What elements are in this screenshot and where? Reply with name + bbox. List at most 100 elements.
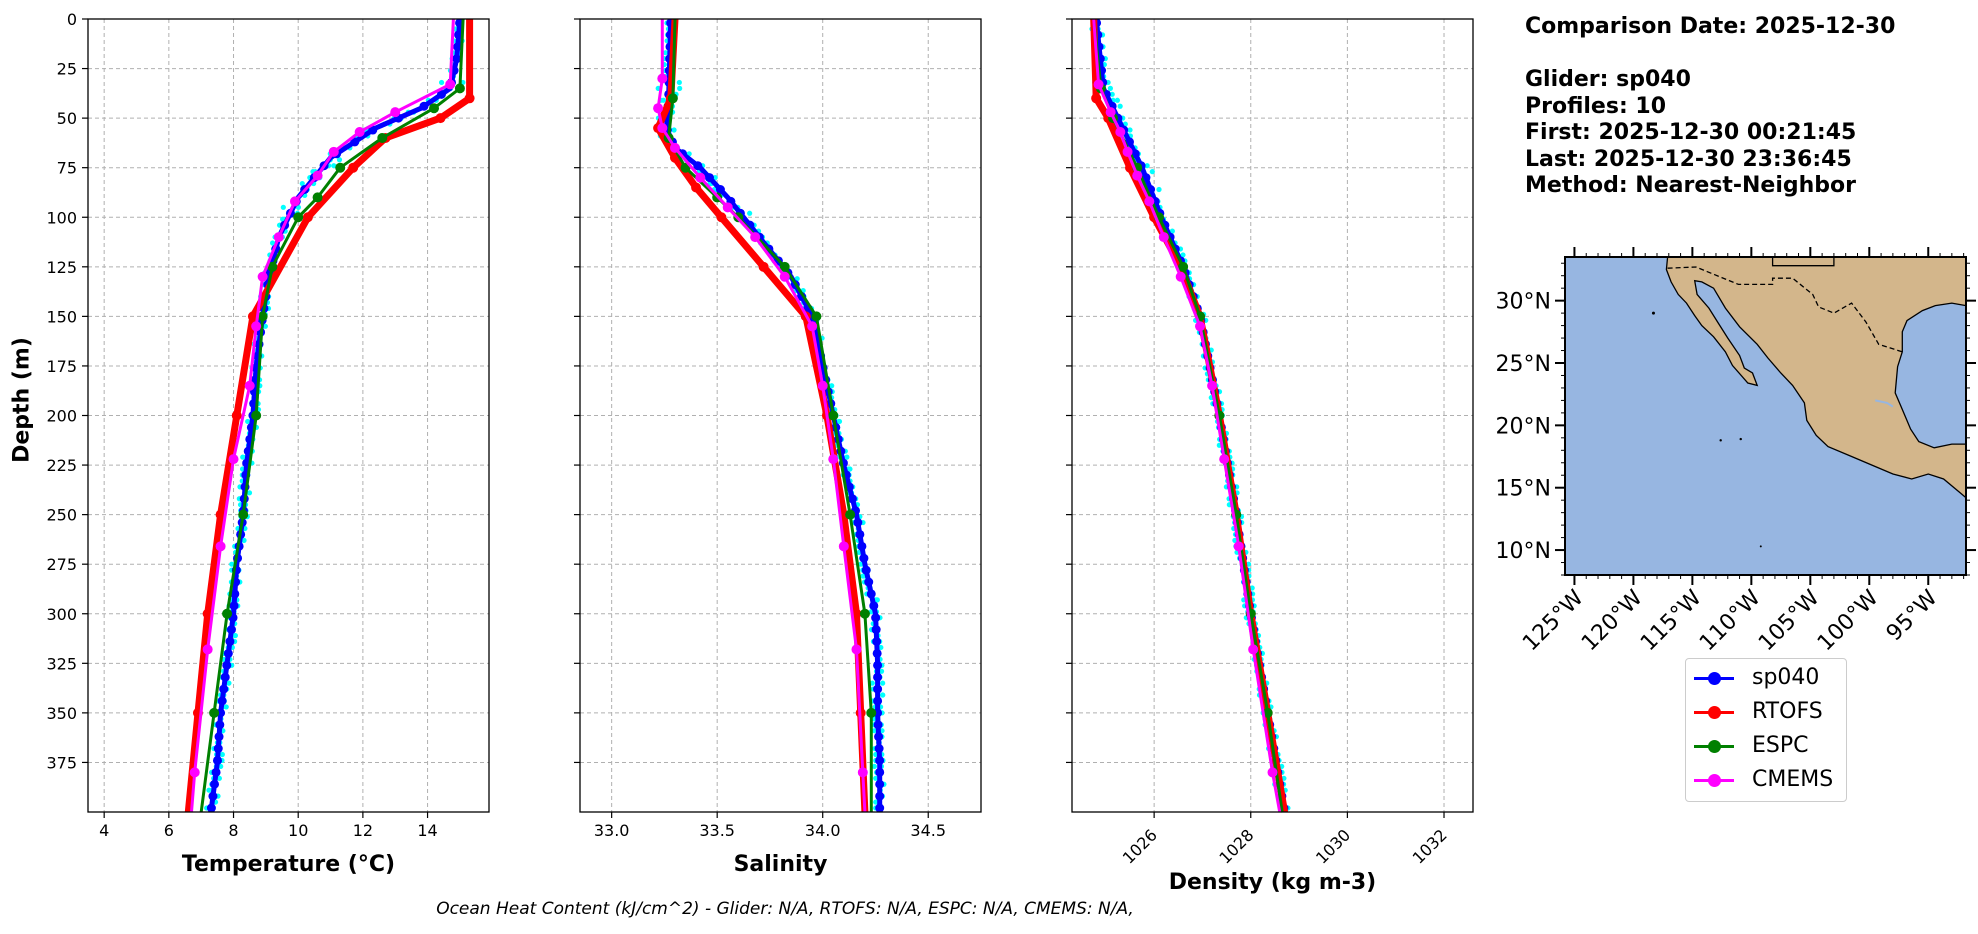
- series-marker-sp040: [215, 720, 225, 730]
- map-lon-label: 105°W: [1754, 585, 1825, 656]
- glider-point: [662, 50, 669, 56]
- series-marker-cmems: [1093, 79, 1104, 90]
- y-tick-label: 75: [57, 159, 77, 178]
- land-area: [1665, 256, 1967, 500]
- series-marker-cmems: [828, 454, 839, 465]
- series-marker-rtofs: [247, 311, 258, 322]
- series-marker-sp040: [873, 672, 883, 682]
- panel-salinity: 33.0 33.5 34.0 34.5 Salinity: [574, 18, 982, 877]
- y-tick-label: 200: [46, 407, 77, 426]
- series-marker-sp040: [715, 184, 725, 194]
- series-marker-espc: [257, 311, 268, 322]
- legend-dot-rtofs: [1708, 706, 1721, 719]
- y-tick-label: 50: [57, 109, 77, 128]
- series-marker-sp040: [214, 732, 224, 742]
- series-marker-cmems: [1175, 271, 1186, 282]
- map-lon-label: 115°W: [1636, 585, 1707, 656]
- series-marker-sp040: [220, 672, 230, 682]
- series-marker-sp040: [223, 648, 233, 658]
- series-marker-espc: [267, 261, 278, 272]
- series-marker-espc: [859, 608, 870, 619]
- axes-frame: [1071, 18, 1474, 813]
- last-time: Last: 2025-12-30 23:36:45: [1525, 146, 1852, 172]
- series-marker-cmems: [228, 454, 239, 465]
- map-lon-label: 125°W: [1518, 585, 1589, 656]
- glider-point: [847, 466, 853, 472]
- series-marker-cmems: [851, 644, 862, 655]
- legend: sp040 RTOFS ESPC CMEMS: [1685, 658, 1847, 802]
- x-axis-label: Salinity: [734, 852, 828, 877]
- state-border: [1771, 257, 1835, 267]
- series-marker-sp040: [225, 637, 235, 647]
- series-marker-espc: [312, 192, 323, 203]
- series-marker-sp040: [873, 696, 883, 706]
- series-marker-rtofs: [1091, 93, 1102, 104]
- series-marker-sp040: [871, 613, 881, 623]
- series-marker-cmems: [445, 79, 456, 90]
- map-lon-label: 100°W: [1813, 585, 1884, 656]
- glider-point: [747, 210, 753, 216]
- x-tick-label: 14: [417, 821, 437, 840]
- legend-dot-cmems: [1708, 774, 1721, 787]
- series-marker-espc: [238, 509, 249, 520]
- y-tick-label: 150: [46, 307, 77, 326]
- series-marker-sp040: [874, 744, 884, 754]
- glider-point: [880, 692, 886, 698]
- glider-point: [677, 85, 683, 91]
- x-tick-label: 10: [288, 821, 308, 840]
- x-tick-label: 8: [228, 821, 238, 840]
- info-panel: Comparison Date: 2025-12-30 Glider: sp04…: [1525, 14, 1895, 200]
- panel-density: 1026 1028 1030 1032 Density (kg m-3): [1066, 18, 1474, 895]
- x-tick-label: 1032: [1409, 825, 1451, 867]
- series-marker-sp040: [211, 767, 221, 777]
- glider-point: [219, 751, 225, 758]
- series-marker-espc: [377, 132, 388, 143]
- y-tick-label: 375: [46, 753, 77, 772]
- x-tick-label: 34.5: [910, 821, 946, 840]
- series-marker-cmems: [215, 541, 226, 552]
- x-tick-label: 1030: [1312, 825, 1354, 867]
- series-marker-cmems: [328, 146, 339, 157]
- glider-point: [270, 240, 276, 246]
- series-marker-espc: [667, 93, 678, 104]
- series-marker-cmems: [1219, 454, 1230, 465]
- glider-point: [794, 276, 800, 282]
- x-axis-label: Density (kg m-3): [1169, 870, 1377, 895]
- glider-point: [871, 763, 878, 770]
- island: [1759, 545, 1762, 548]
- y-tick-label: 0: [67, 10, 77, 29]
- series-marker-sp040: [847, 494, 857, 504]
- series-marker-sp040: [212, 755, 222, 765]
- series-marker-sp040: [855, 529, 865, 539]
- glider-point: [676, 79, 682, 86]
- series-marker-rtofs: [758, 261, 769, 272]
- series-marker-sp040: [453, 42, 463, 52]
- series-marker-espc: [222, 608, 233, 619]
- series-marker-cmems: [390, 107, 401, 118]
- legend-label: CMEMS: [1752, 767, 1834, 792]
- glider-point: [869, 680, 875, 686]
- glider-point: [671, 127, 677, 133]
- x-tick-label: 4: [99, 821, 109, 840]
- series-marker-cmems: [1115, 127, 1126, 138]
- series-marker-cmems: [695, 172, 706, 183]
- series-marker-rtofs: [202, 608, 213, 619]
- glider-point: [223, 704, 229, 710]
- ocean-heat-content-caption: Ocean Heat Content (kJ/cm^2) - Glider: N…: [436, 899, 1134, 919]
- series-marker-sp040: [859, 553, 869, 563]
- series-marker-espc: [828, 410, 839, 421]
- series-marker-espc: [845, 509, 856, 520]
- series-marker-sp040: [875, 767, 885, 777]
- series-marker-rtofs: [435, 113, 446, 124]
- legend-item-cmems: CMEMS: [1686, 765, 1846, 795]
- series-marker-cmems: [657, 73, 668, 84]
- glider-point: [245, 418, 251, 425]
- series-marker-cmems: [312, 170, 323, 181]
- series-marker-sp040: [873, 660, 883, 670]
- series-marker-sp040: [350, 137, 360, 147]
- map-lat-label: 15°N: [1496, 477, 1551, 502]
- series-marker-sp040: [875, 755, 885, 765]
- legend-item-sp040: sp040: [1686, 663, 1846, 693]
- series-marker-cmems: [750, 232, 761, 243]
- series-marker-espc: [454, 83, 465, 94]
